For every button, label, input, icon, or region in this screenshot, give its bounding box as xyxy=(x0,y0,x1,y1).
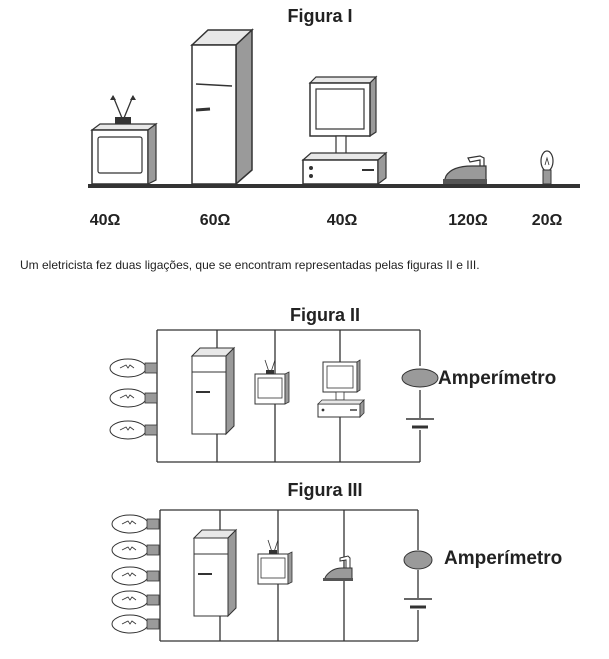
ammeter-icon-fig2 xyxy=(401,368,439,388)
lamp-icon xyxy=(111,514,160,534)
tv-icon xyxy=(90,95,158,185)
lamp-icon xyxy=(109,358,158,378)
resistance-lamp: 20Ω xyxy=(531,212,563,229)
iron-icon xyxy=(443,155,487,184)
ammeter-icon-fig3 xyxy=(403,550,433,570)
refrigerator-icon xyxy=(191,347,235,435)
ammeter-label-fig3: Amperímetro xyxy=(444,548,563,569)
lamps-fig3 xyxy=(111,514,160,634)
refrigerator-icon xyxy=(193,529,237,617)
lamp-icon xyxy=(540,150,554,185)
tv-icon xyxy=(257,539,293,585)
resistance-iron: 120Ω xyxy=(448,212,488,229)
resistance-computer: 40Ω xyxy=(326,212,358,229)
problem-statement: Um eletricista fez duas ligações, que se… xyxy=(20,258,480,272)
lamps-fig2 xyxy=(109,358,158,440)
ground-line xyxy=(88,184,580,188)
figure-3-title: Figura III xyxy=(287,480,363,500)
lamp-icon xyxy=(111,590,160,610)
lamp-icon xyxy=(111,540,160,560)
computer-icon xyxy=(301,75,388,186)
figure-1 xyxy=(88,28,580,188)
tv-icon xyxy=(254,359,290,405)
lamp-icon xyxy=(111,614,160,634)
iron-icon xyxy=(323,555,353,581)
computer-icon xyxy=(317,359,365,418)
battery-icon-fig2 xyxy=(406,418,434,429)
refrigerator-icon xyxy=(190,28,254,186)
resistance-fridge: 60Ω xyxy=(199,212,231,229)
battery-icon-fig3 xyxy=(404,598,432,609)
lamp-icon xyxy=(111,566,160,586)
figure-1-title: Figura I xyxy=(287,6,353,26)
lamp-icon xyxy=(109,420,158,440)
lamp-icon xyxy=(109,388,158,408)
figure-2-title: Figura II xyxy=(289,305,360,325)
resistance-tv: 40Ω xyxy=(89,212,121,229)
ammeter-label-fig2: Amperímetro xyxy=(438,368,557,389)
